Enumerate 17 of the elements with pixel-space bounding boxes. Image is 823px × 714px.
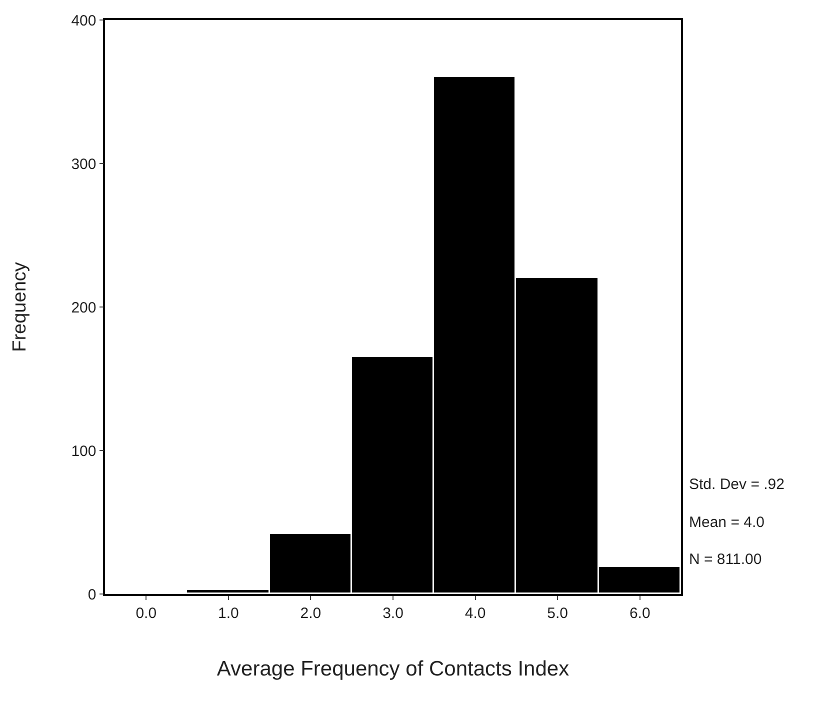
text: Std. Dev = .92 bbox=[689, 476, 784, 493]
x-tick-label: 6.0 bbox=[629, 604, 650, 622]
x-tick-label: 2.0 bbox=[300, 604, 322, 622]
y-tick-label: 400 bbox=[71, 12, 96, 30]
y-tick-label: 0 bbox=[88, 586, 96, 604]
x-tick-label: 5.0 bbox=[547, 604, 568, 622]
y-tick-label: 200 bbox=[71, 299, 96, 316]
y-tick-label: 300 bbox=[71, 156, 96, 173]
x-tick-label: 3.0 bbox=[382, 604, 404, 622]
y-axis-title: Frequency bbox=[10, 262, 31, 352]
x-tick-label: 4.0 bbox=[464, 604, 486, 622]
x-tick-label: 0.0 bbox=[136, 604, 157, 622]
x-tick-label: 1.0 bbox=[218, 604, 239, 622]
y-tick-label: 100 bbox=[71, 442, 96, 460]
text: Mean = 4.0 bbox=[689, 514, 764, 531]
x-axis-title: Average Frequency of Contacts Index bbox=[216, 657, 570, 680]
text: N = 811.00 bbox=[689, 551, 762, 568]
